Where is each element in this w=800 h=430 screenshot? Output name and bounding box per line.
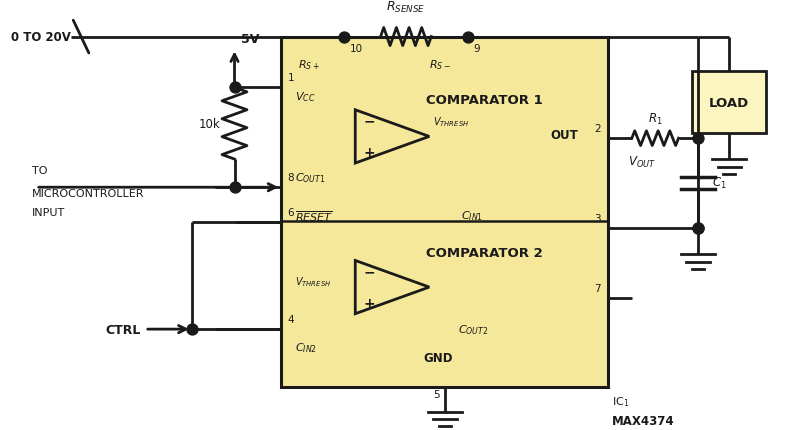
Text: COMPARATOR 2: COMPARATOR 2 [426,246,542,259]
Text: 5: 5 [434,389,440,399]
Text: MAX4374: MAX4374 [612,414,675,427]
Text: 5V: 5V [241,33,259,46]
Text: +: + [363,296,374,310]
Text: $V_{OUT}$: $V_{OUT}$ [628,154,656,169]
Text: CTRL: CTRL [106,323,141,336]
Bar [282,37,609,387]
Text: $V_{CC}$: $V_{CC}$ [295,90,316,104]
Text: 1: 1 [287,73,294,83]
Text: $V_{THRESH}$: $V_{THRESH}$ [433,115,470,129]
Text: GND: GND [423,351,453,364]
Text: 10: 10 [350,43,363,54]
Text: COMPARATOR 1: COMPARATOR 1 [426,94,542,107]
Point [337,34,350,41]
Text: 0 TO 20V: 0 TO 20V [11,31,71,44]
Point [228,85,241,92]
Text: $\overline{RESET}$: $\overline{RESET}$ [295,209,334,223]
Text: $V_{THRESH}$: $V_{THRESH}$ [295,274,331,288]
Text: INPUT: INPUT [32,207,66,218]
Bar [692,72,766,134]
Point [692,224,705,231]
Text: −: − [363,114,374,129]
Text: 7: 7 [594,283,601,293]
Point [186,326,198,333]
Text: $R_{S+}$: $R_{S+}$ [298,58,320,72]
Text: 4: 4 [287,314,294,325]
Text: MICROCONTROLLER: MICROCONTROLLER [32,189,145,199]
Text: IC$_1$: IC$_1$ [612,394,630,408]
Text: $C_{OUT2}$: $C_{OUT2}$ [458,322,489,336]
Point [462,34,474,41]
Text: $C_{IN1}$: $C_{IN1}$ [462,209,483,223]
Text: $R_{S-}$: $R_{S-}$ [430,58,451,72]
Text: $R_1$: $R_1$ [648,111,662,126]
Text: OUT: OUT [550,129,578,142]
Point [692,135,705,142]
Text: 10k: 10k [198,117,221,130]
Text: 9: 9 [473,43,479,54]
Point [692,224,705,231]
Text: 6: 6 [287,208,294,218]
Text: LOAD: LOAD [709,96,750,109]
Text: $C_1$: $C_1$ [712,176,726,191]
Text: $R_{SENSE}$: $R_{SENSE}$ [386,0,426,15]
Text: $C_{OUT1}$: $C_{OUT1}$ [295,170,326,184]
Text: TO: TO [32,166,47,175]
Text: 2: 2 [594,124,601,134]
Point [228,184,241,191]
Text: 8: 8 [287,173,294,183]
Text: $C_{IN2}$: $C_{IN2}$ [295,340,318,354]
Text: 3: 3 [594,213,601,223]
Text: +: + [363,146,374,160]
Text: −: − [363,265,374,279]
